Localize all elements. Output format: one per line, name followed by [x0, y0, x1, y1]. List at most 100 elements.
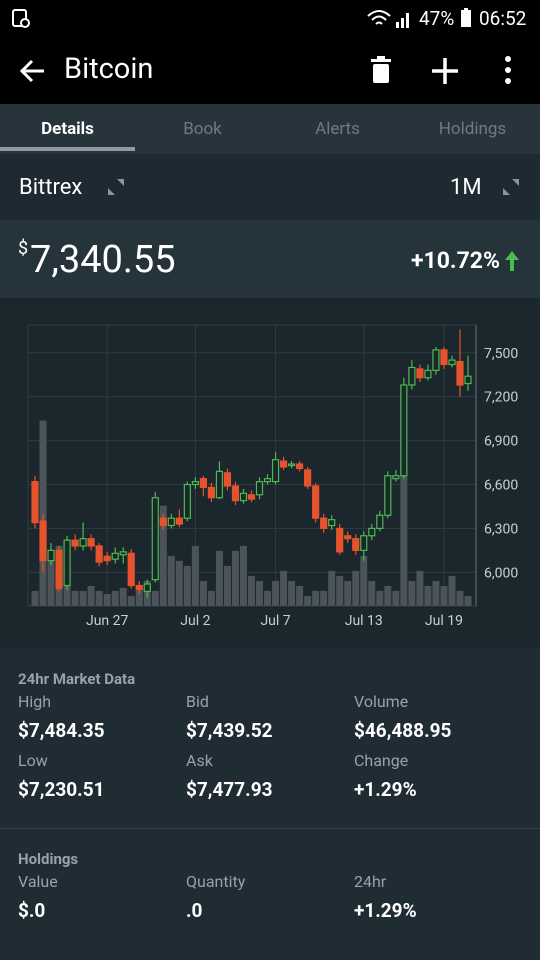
exchange-name[interactable]: Bittrex — [19, 175, 83, 200]
candle-body — [456, 360, 464, 386]
candle-body — [408, 366, 416, 386]
signal-icons — [367, 10, 409, 28]
x-tick-label: Jul 7 — [260, 613, 290, 629]
stat-label: Value — [18, 872, 58, 891]
tab[interactable]: Details — [41, 119, 94, 139]
candle-body — [287, 463, 296, 467]
candle-body — [63, 539, 71, 587]
chart-panel: 6,000 6,300 6,600 6,900 7,200 7,500 Jun 27 Jul … — [0, 298, 540, 648]
volume-bar — [440, 585, 448, 606]
volume-bar — [95, 590, 103, 606]
candle-body — [167, 517, 175, 527]
volume-bar — [392, 590, 400, 606]
candle-body — [360, 535, 368, 551]
volume-bar — [248, 575, 255, 606]
y-tick-label: 7,500 — [484, 346, 518, 362]
up-arrow — [505, 251, 519, 271]
add-button[interactable] — [431, 57, 459, 85]
expand-icon[interactable] — [502, 178, 520, 196]
tab[interactable]: Alerts — [315, 119, 360, 139]
candle-body — [55, 549, 63, 590]
volume-bar — [47, 555, 55, 606]
stat-value: $7,477.93 — [186, 778, 273, 801]
volume-bar — [119, 587, 127, 606]
candle-body — [328, 519, 336, 527]
volume-bar — [352, 570, 360, 606]
stat-label: 24hr — [354, 872, 387, 891]
notification-icon — [12, 9, 30, 28]
candle-body — [296, 463, 304, 470]
volume-bar — [264, 590, 272, 606]
volume-bar — [175, 560, 183, 606]
volume-bar — [199, 580, 207, 606]
candle-body — [255, 480, 264, 496]
volume-bar — [215, 550, 223, 606]
volume-bar — [416, 570, 424, 606]
stat-label: Change — [354, 751, 409, 770]
volume-bar — [71, 590, 79, 606]
volume-bar — [87, 585, 95, 606]
volume-bar — [432, 580, 440, 606]
volume-bar — [272, 580, 280, 606]
volume-bar — [167, 555, 175, 606]
delete-button[interactable] — [370, 56, 392, 84]
volume-bar — [464, 595, 472, 606]
candle-body — [448, 359, 456, 366]
chart: 6,000 6,300 6,600 6,900 7,200 7,500 Jun 27 Jul … — [27, 324, 518, 629]
stat-value: $.0 — [18, 899, 46, 922]
volume-bar — [304, 595, 312, 606]
range[interactable]: 1M — [450, 175, 482, 200]
candle-body — [215, 470, 224, 499]
candle-body — [368, 527, 376, 537]
stat-label: Low — [18, 751, 48, 770]
candle-body — [143, 583, 151, 592]
volume-bar — [296, 585, 304, 606]
stat-value: $7,439.52 — [186, 719, 273, 742]
volume-bar — [344, 580, 352, 606]
stat-value: .0 — [186, 899, 203, 922]
candle-body — [191, 480, 199, 486]
y-tick-label: 6,000 — [484, 565, 518, 581]
volume-bar — [79, 590, 87, 606]
volume-bar — [111, 590, 119, 606]
menu-button[interactable] — [502, 55, 514, 85]
candle-body — [135, 584, 143, 591]
candle-body — [279, 460, 288, 468]
section-title: 24hr Market Data — [18, 670, 136, 688]
volume-bar — [151, 590, 159, 606]
volume-bar — [127, 595, 135, 606]
page-title: Bitcoin — [64, 52, 154, 86]
candle-body — [352, 538, 360, 551]
volume-bar — [231, 550, 239, 606]
status-bar: 47% 06:52 — [0, 0, 540, 38]
candle-body — [247, 494, 256, 500]
candle-body — [175, 517, 183, 525]
candle-body — [440, 349, 448, 366]
volume-bar — [336, 575, 344, 606]
x-tick-label: Jul 19 — [425, 613, 463, 629]
candle-body — [95, 545, 103, 563]
candle-body — [416, 368, 424, 379]
candle-body — [207, 486, 216, 499]
tab-bar: Details Book Alerts Holdings — [0, 104, 540, 154]
candle-body — [400, 384, 408, 477]
stat-value: $7,484.35 — [18, 719, 105, 742]
volume-bar — [39, 420, 47, 606]
volume-bar — [424, 585, 432, 606]
volume-bar — [408, 580, 416, 606]
x-tick-label: Jul 2 — [180, 613, 210, 629]
holdings: Holdings Value $.0 Quantity .0 24hr +1.29% — [0, 829, 540, 960]
volume-bar — [31, 590, 39, 606]
candle-body — [151, 497, 159, 581]
candle-body — [424, 369, 432, 379]
tab[interactable]: Book — [183, 119, 222, 139]
stat-value: $7,230.51 — [18, 778, 105, 801]
back-button[interactable] — [18, 58, 46, 84]
stat-label: Ask — [186, 751, 213, 770]
y-tick-label: 7,200 — [484, 390, 518, 406]
candle-body — [199, 478, 207, 489]
tab[interactable]: Holdings — [438, 119, 507, 139]
candle-body — [239, 492, 248, 502]
expand-icon[interactable] — [107, 178, 125, 196]
